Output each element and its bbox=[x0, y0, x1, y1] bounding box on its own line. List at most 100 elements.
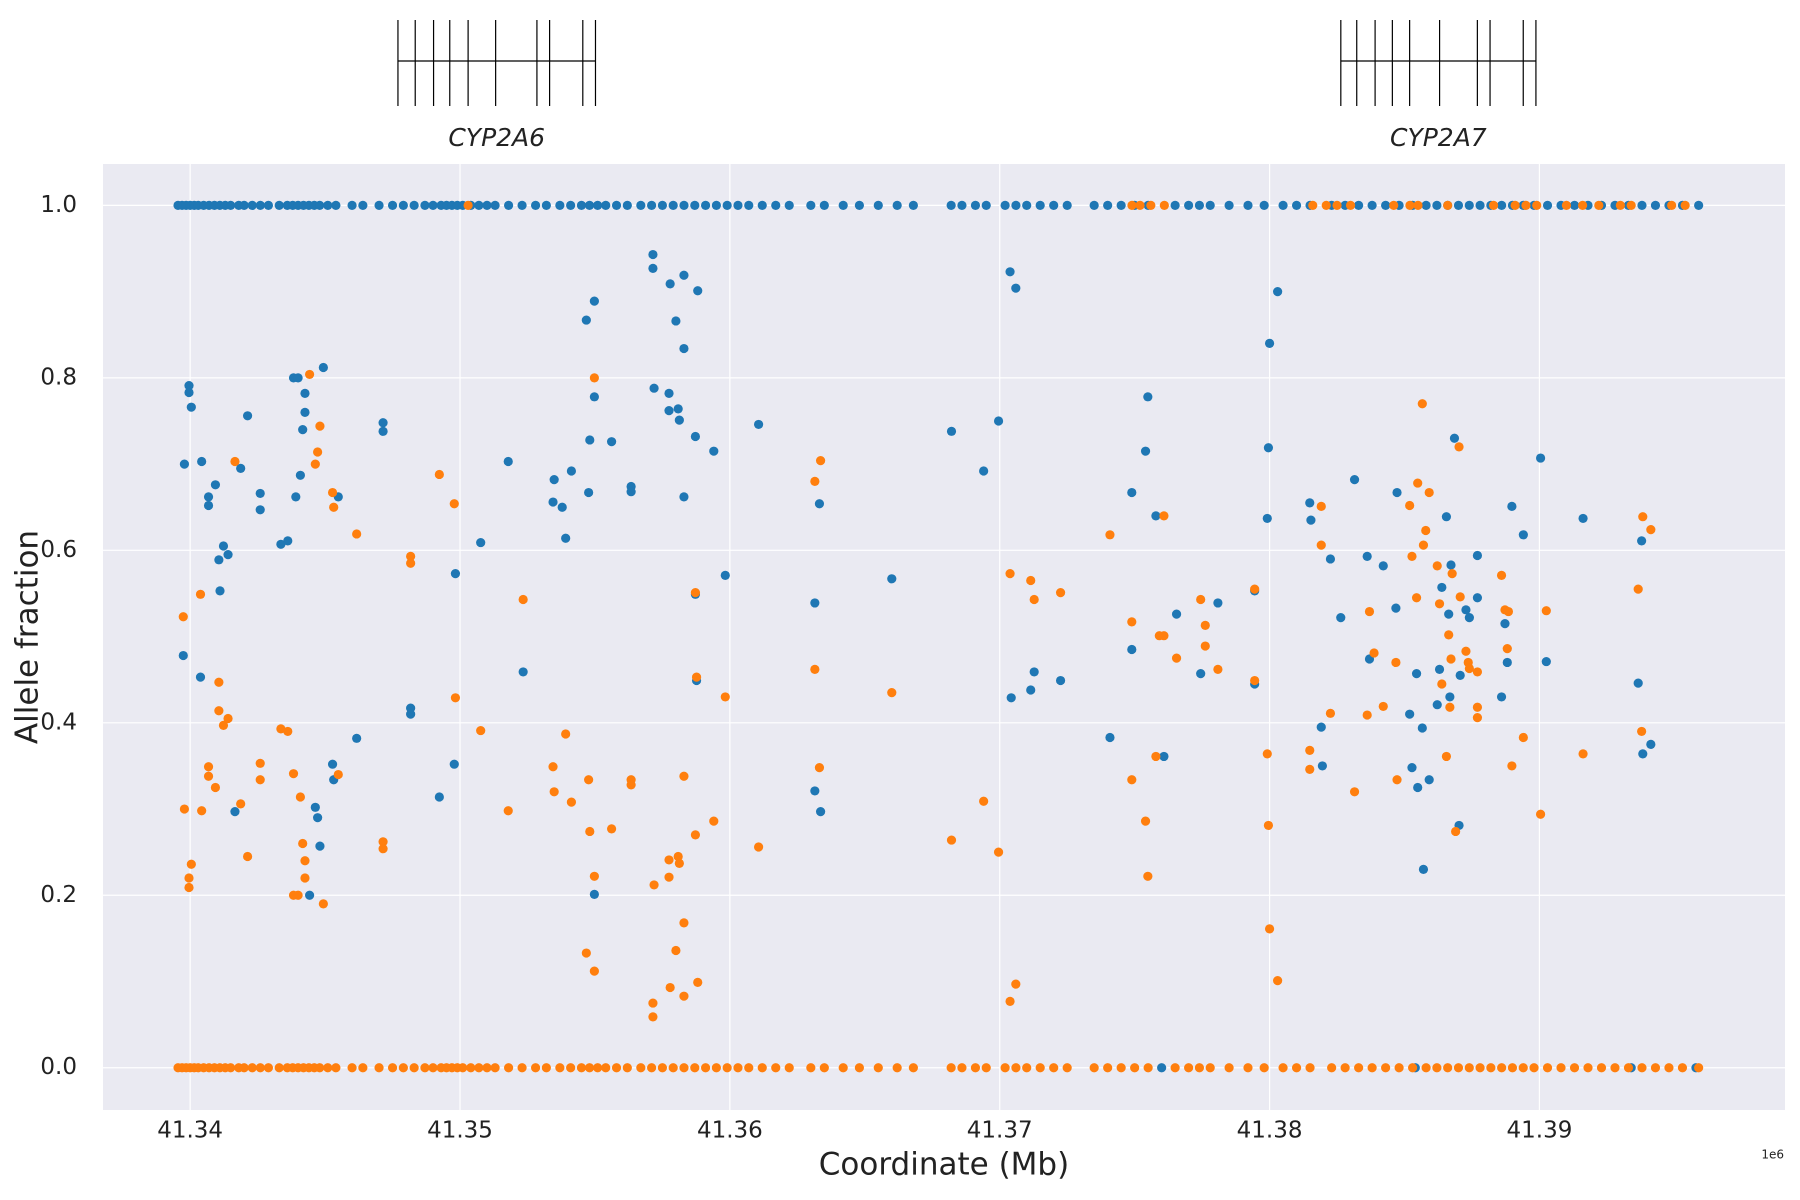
point bbox=[1394, 1063, 1404, 1073]
point bbox=[700, 1063, 711, 1073]
point bbox=[274, 200, 284, 210]
point bbox=[1496, 692, 1507, 702]
point bbox=[1475, 1063, 1485, 1073]
point bbox=[1569, 200, 1580, 210]
point bbox=[1006, 693, 1016, 703]
point bbox=[1367, 200, 1377, 210]
point bbox=[1389, 200, 1399, 210]
point bbox=[1455, 592, 1465, 602]
point bbox=[476, 537, 486, 548]
point bbox=[1316, 722, 1326, 732]
point bbox=[1345, 200, 1356, 210]
point bbox=[203, 500, 214, 511]
point bbox=[1432, 700, 1442, 710]
point bbox=[420, 200, 430, 210]
point bbox=[873, 1063, 883, 1073]
point bbox=[197, 456, 207, 467]
point bbox=[1411, 669, 1422, 679]
point bbox=[1291, 1063, 1302, 1073]
point bbox=[611, 1063, 622, 1073]
point bbox=[784, 1063, 794, 1073]
point bbox=[733, 1063, 743, 1073]
point bbox=[352, 529, 362, 539]
point bbox=[690, 200, 700, 210]
point bbox=[1022, 200, 1032, 210]
point bbox=[1594, 200, 1604, 210]
point bbox=[1127, 617, 1137, 627]
point bbox=[333, 769, 343, 780]
point bbox=[1378, 561, 1388, 571]
point bbox=[315, 200, 325, 210]
point bbox=[690, 587, 701, 598]
point bbox=[1680, 200, 1690, 210]
point bbox=[1646, 739, 1656, 749]
gene-track: CYP2A6 CYP2A7 bbox=[397, 20, 1537, 152]
point bbox=[1535, 453, 1546, 463]
point bbox=[753, 842, 764, 852]
point bbox=[230, 456, 240, 467]
point bbox=[1127, 200, 1137, 210]
point bbox=[428, 1063, 438, 1073]
point bbox=[993, 847, 1004, 857]
point bbox=[1417, 723, 1427, 733]
point bbox=[1127, 644, 1137, 655]
point bbox=[665, 279, 675, 289]
point bbox=[1441, 512, 1452, 522]
point bbox=[957, 200, 967, 210]
x-axis-label: Coordinate (Mb) bbox=[819, 1147, 1069, 1183]
point bbox=[908, 200, 918, 210]
point bbox=[428, 200, 438, 210]
point bbox=[548, 497, 558, 507]
point bbox=[626, 487, 636, 497]
point bbox=[1011, 979, 1021, 989]
point bbox=[310, 802, 320, 812]
gene-name: CYP2A7 bbox=[1390, 123, 1487, 152]
point bbox=[946, 426, 957, 436]
point bbox=[1011, 1063, 1021, 1073]
point bbox=[1259, 200, 1269, 210]
point bbox=[298, 425, 308, 435]
point bbox=[1578, 749, 1588, 759]
point bbox=[1316, 540, 1326, 550]
point bbox=[1424, 775, 1434, 785]
point bbox=[530, 1063, 541, 1073]
point bbox=[323, 1063, 333, 1073]
point bbox=[691, 672, 702, 682]
point bbox=[648, 1012, 658, 1022]
point bbox=[358, 1063, 368, 1073]
point bbox=[1405, 200, 1415, 210]
point bbox=[255, 775, 265, 785]
point bbox=[1405, 709, 1415, 719]
point bbox=[1444, 609, 1454, 619]
point bbox=[331, 1063, 341, 1073]
point bbox=[1472, 550, 1483, 561]
point bbox=[274, 1063, 284, 1073]
point bbox=[722, 1063, 732, 1073]
point bbox=[195, 589, 206, 599]
point bbox=[1305, 764, 1315, 774]
point bbox=[398, 200, 408, 210]
point bbox=[490, 200, 500, 210]
point bbox=[1650, 200, 1661, 210]
point bbox=[1305, 745, 1315, 755]
point bbox=[854, 200, 865, 210]
point bbox=[215, 586, 225, 596]
point bbox=[1411, 593, 1422, 603]
point bbox=[1273, 287, 1283, 297]
point bbox=[1159, 200, 1169, 210]
point bbox=[318, 899, 328, 909]
point bbox=[223, 550, 233, 560]
point bbox=[503, 1063, 514, 1073]
point bbox=[378, 837, 388, 847]
point bbox=[1407, 551, 1417, 561]
point bbox=[1243, 200, 1253, 210]
point bbox=[409, 200, 419, 210]
point bbox=[1127, 775, 1137, 785]
point bbox=[541, 1063, 551, 1073]
point bbox=[648, 998, 658, 1008]
point bbox=[1446, 560, 1456, 570]
point bbox=[1443, 200, 1453, 210]
point bbox=[1262, 749, 1272, 759]
point bbox=[1623, 1063, 1634, 1073]
